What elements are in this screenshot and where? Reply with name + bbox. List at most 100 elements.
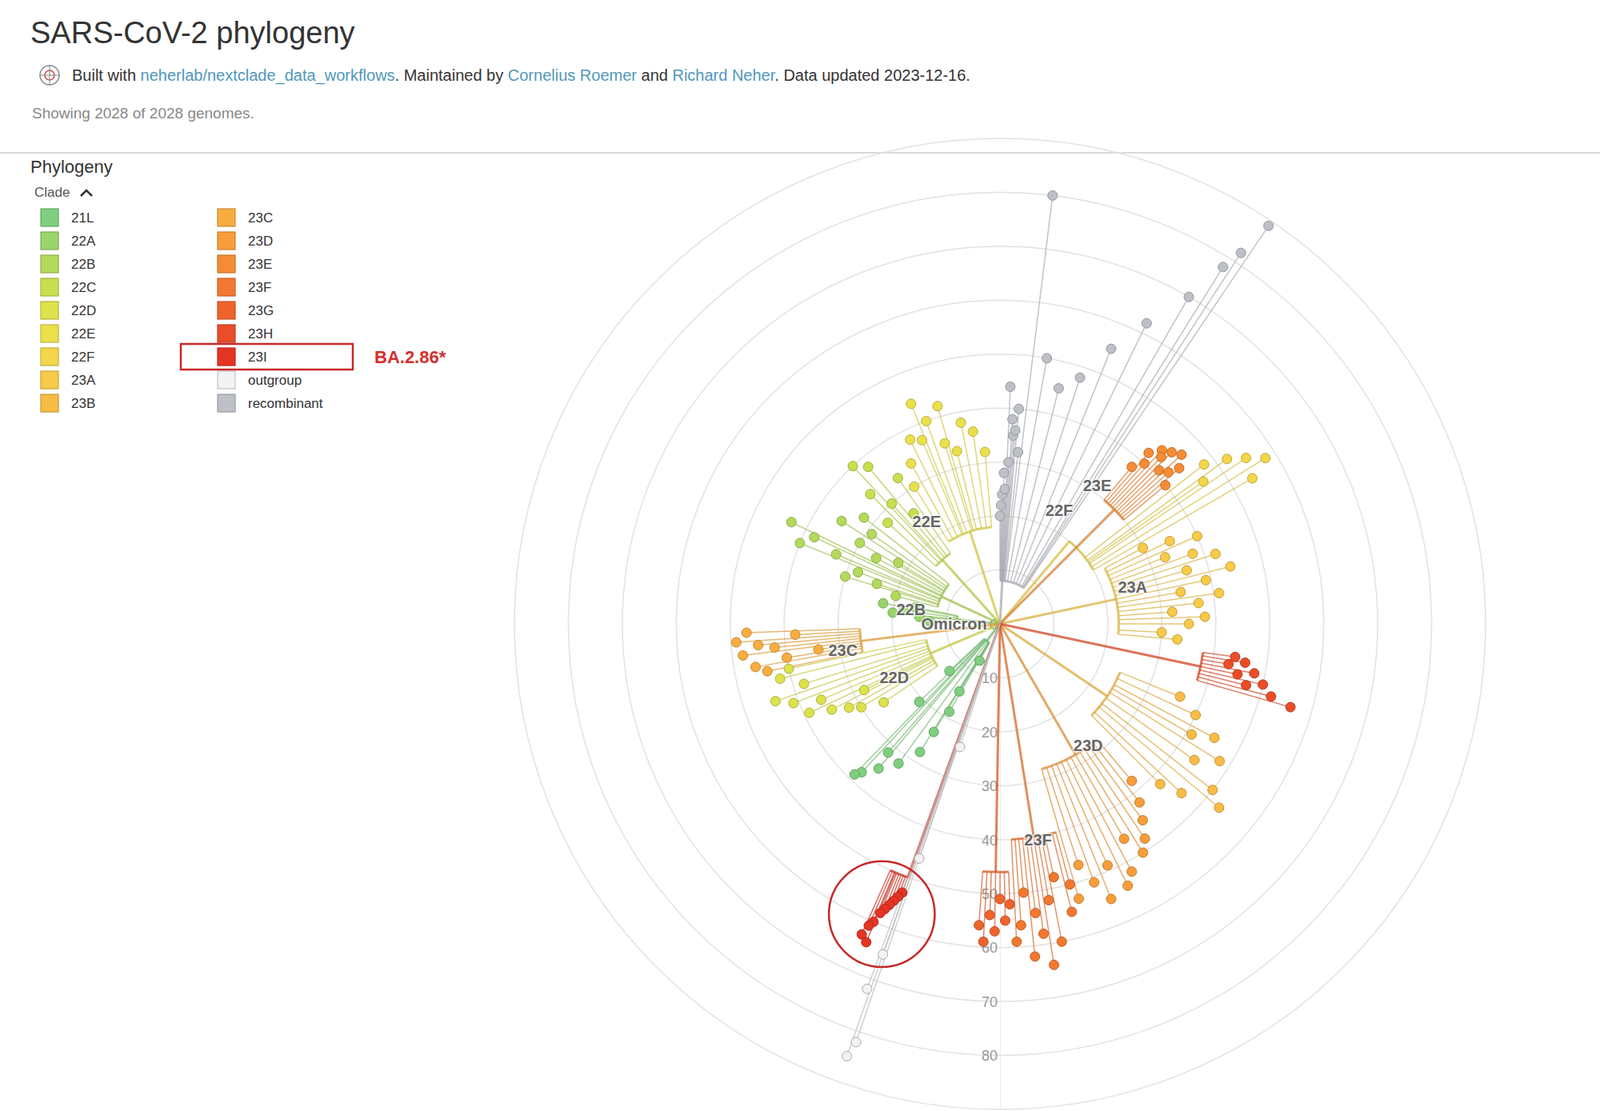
tip[interactable] [1176, 587, 1186, 597]
tip[interactable] [940, 438, 950, 448]
legend-swatch[interactable] [217, 301, 236, 320]
legend-item[interactable]: 23H [217, 324, 273, 343]
tip[interactable] [1249, 668, 1260, 679]
tip[interactable] [844, 703, 854, 713]
tip[interactable] [1247, 473, 1257, 484]
tip[interactable] [1210, 548, 1220, 559]
tip[interactable] [1000, 484, 1010, 494]
tip[interactable] [1176, 449, 1187, 460]
tip[interactable] [1209, 732, 1220, 743]
tip[interactable] [1014, 404, 1024, 414]
tip[interactable] [1155, 779, 1165, 789]
tip[interactable] [1189, 755, 1200, 765]
tip[interactable] [995, 894, 1005, 904]
tip[interactable] [738, 650, 748, 660]
tip[interactable] [955, 742, 965, 752]
tip[interactable] [1064, 880, 1075, 890]
tip[interactable] [1224, 659, 1234, 669]
tip[interactable] [878, 598, 888, 608]
tip[interactable] [1160, 480, 1171, 491]
tip[interactable] [1010, 425, 1020, 436]
tip[interactable] [1138, 543, 1148, 553]
tip[interactable] [1074, 894, 1084, 904]
tip[interactable] [1241, 680, 1252, 691]
tip[interactable] [1056, 936, 1067, 947]
tip[interactable] [1240, 658, 1250, 668]
tip[interactable] [1215, 756, 1225, 767]
tip[interactable] [1044, 895, 1054, 905]
tip[interactable] [892, 473, 903, 484]
tip[interactable] [863, 462, 873, 472]
legend-item[interactable]: 22D [40, 301, 96, 320]
tip[interactable] [1030, 952, 1040, 962]
tip[interactable] [741, 628, 752, 638]
tip[interactable] [875, 908, 885, 918]
tip[interactable] [968, 427, 978, 437]
legend-item[interactable]: recombinant [217, 394, 324, 412]
legend-swatch[interactable] [217, 232, 236, 250]
legend-item[interactable]: 23D [217, 232, 273, 250]
tip[interactable] [1225, 561, 1236, 572]
tip[interactable] [1241, 453, 1252, 464]
tip[interactable] [804, 708, 815, 718]
legend-swatch[interactable] [40, 371, 59, 389]
tip[interactable] [1000, 916, 1010, 926]
tip[interactable] [974, 656, 984, 666]
tip[interactable] [795, 538, 805, 548]
tip[interactable] [1188, 548, 1198, 559]
tip[interactable] [1236, 248, 1246, 258]
tip[interactable] [770, 696, 780, 707]
tip[interactable] [1200, 612, 1210, 622]
tip[interactable] [842, 1051, 852, 1061]
tip[interactable] [1106, 344, 1116, 354]
tip[interactable] [813, 644, 824, 655]
tip[interactable] [921, 416, 932, 426]
tip[interactable] [984, 910, 995, 920]
tip[interactable] [1137, 816, 1148, 826]
legend-item[interactable]: 23C [217, 208, 273, 227]
tip[interactable] [851, 1037, 861, 1048]
tip[interactable] [1048, 190, 1058, 200]
legend-title[interactable]: Clade [34, 184, 70, 200]
tip[interactable] [1127, 776, 1137, 786]
tip[interactable] [999, 468, 1009, 478]
tip[interactable] [853, 567, 864, 577]
tip[interactable] [1123, 880, 1133, 891]
legend-swatch[interactable] [217, 208, 236, 227]
tip[interactable] [944, 666, 955, 676]
tip[interactable] [788, 698, 799, 708]
tip[interactable] [856, 702, 867, 712]
legend-label[interactable]: 22E [71, 326, 96, 342]
legend-swatch[interactable] [217, 324, 236, 343]
tip[interactable] [1008, 414, 1018, 424]
tip[interactable] [871, 553, 881, 564]
tip[interactable] [1049, 960, 1060, 970]
tip[interactable] [1073, 860, 1084, 870]
tip[interactable] [1174, 463, 1184, 473]
legend-swatch[interactable] [217, 255, 236, 273]
tip[interactable] [786, 517, 796, 528]
legend-item[interactable]: 23G [217, 301, 274, 320]
tip[interactable] [762, 666, 772, 676]
tip[interactable] [1200, 575, 1211, 585]
tip[interactable] [995, 511, 1005, 521]
legend-toggle-icon[interactable] [80, 190, 92, 196]
tip[interactable] [1186, 729, 1196, 740]
legend-label[interactable]: 22D [71, 303, 96, 319]
tip[interactable] [956, 417, 966, 428]
tip[interactable] [769, 643, 780, 653]
tip[interactable] [1208, 785, 1218, 796]
tip[interactable] [1154, 465, 1164, 476]
tip[interactable] [831, 549, 841, 560]
tip[interactable] [1048, 872, 1059, 883]
legend-swatch[interactable] [217, 348, 236, 366]
tip[interactable] [1199, 460, 1209, 470]
legend-label[interactable]: 22B [71, 256, 96, 272]
legend-swatch[interactable] [217, 278, 236, 296]
tip[interactable] [1164, 536, 1175, 547]
tip[interactable] [1218, 262, 1228, 272]
tip[interactable] [867, 529, 877, 540]
legend-swatch[interactable] [217, 394, 236, 412]
legend-item[interactable]: 22B [40, 255, 96, 273]
legend-label[interactable]: 23E [248, 256, 272, 272]
